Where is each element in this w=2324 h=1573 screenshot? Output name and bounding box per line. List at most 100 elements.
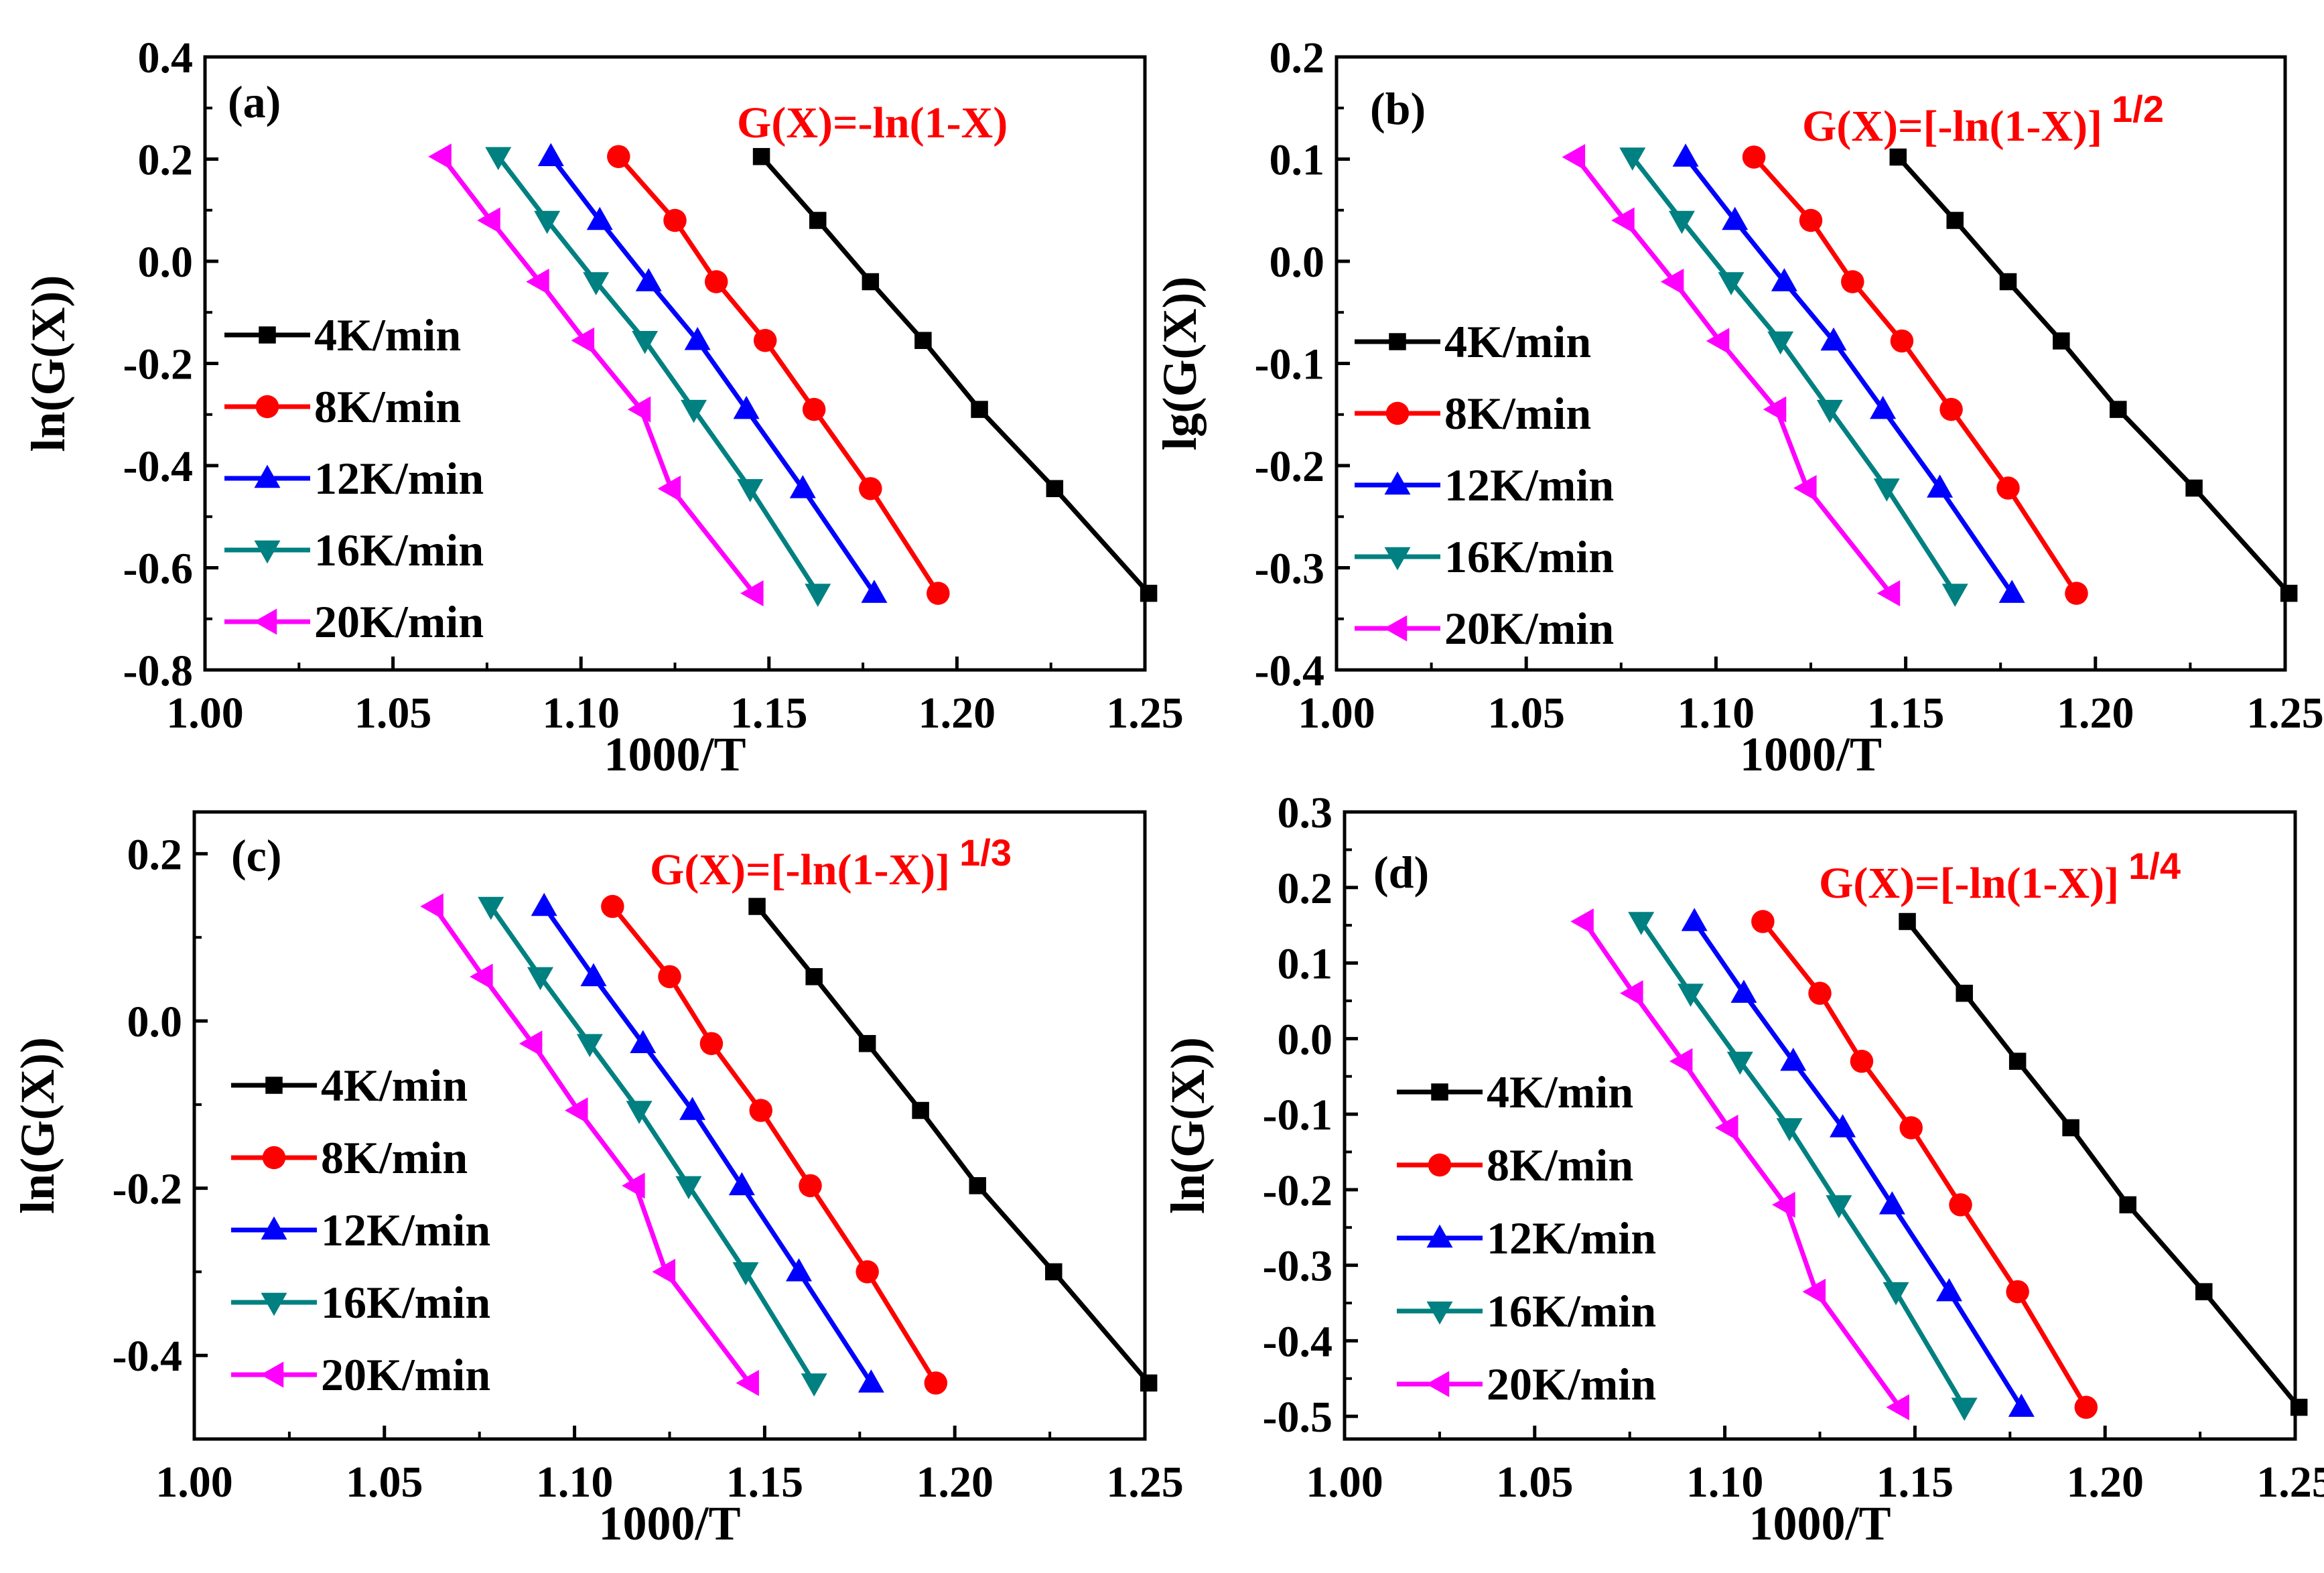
panel-b-legend-label: 16K/min [1444,531,1614,582]
panel-d-formula: G(X)=[-ln(1-X)] [1819,859,2119,908]
panel-a-data-point [859,477,882,500]
panel-b-data-point [1660,269,1684,295]
panel-d-data-point [1678,983,1704,1007]
panel-b-legend-item: 12K/min [1355,460,1614,510]
panel-d-data-point [2062,1119,2079,1137]
panel-c-data-point [858,1034,876,1052]
panel-b-data-point [1876,580,1901,607]
panel-a-legend-marker [253,608,277,635]
panel-a-data-point [789,475,816,498]
panel-b-y-tick-label: 0.0 [1270,238,1325,287]
panel-d-legend-label: 4K/min [1487,1067,1633,1117]
panel-a-legend-marker [259,326,276,344]
panel-c-legend-marker [261,1216,287,1240]
panel-d-data-point [1808,981,1832,1005]
panel-a-legend-label: 16K/min [314,525,484,575]
panel-a-data-point [862,273,880,291]
panel-a-data-point [534,210,561,234]
panel-a-data-point [485,147,512,170]
panel-a-y-tick-label: 0.4 [138,33,194,82]
panel-d-legend-marker [1431,1083,1448,1101]
panel-c-panel-label: (c) [231,830,281,881]
panel-d-x-tick-label: 1.20 [2066,1458,2144,1507]
panel-b-data-point [1718,272,1745,295]
panel-c-frame [192,810,1147,1441]
panel-d-data-point [1620,980,1643,1007]
panel-a-data-point [537,143,564,166]
panel-b-x-axis-label: 1000/T [1740,728,1882,781]
panel-a-legend-item: 8K/min [224,381,461,432]
panel-a-data-point [753,328,777,352]
panel-a-data-point [681,399,707,423]
panel-d-data-point [1772,1191,1795,1218]
panel-a-data-point [571,327,595,354]
panel-a-data-point [607,145,630,168]
panel-a-data-point [914,332,932,349]
panel-c-data-point [675,1176,702,1200]
panel-d-formula-exponent: 1/4 [2128,845,2181,887]
panel-b-data-point [1799,208,1823,232]
panel-a-legend-item: 16K/min [224,525,484,575]
panel-d-y-axis: -0.5 -0.4 -0.3 -0.2 -0.1 0.0 0.1 0.2 0.3 [1263,789,1358,1442]
panel-c-data-point [470,963,493,990]
panel-d-y-tick-label: -0.5 [1263,1393,1332,1442]
panel-b-legend-item: 16K/min [1355,531,1614,582]
panel-a-legend-label: 20K/min [314,596,484,647]
panel-a-y-tick-label: 0.2 [138,136,194,185]
panel-d-legend-marker [1426,1301,1453,1325]
panel-d-panel-label: (d) [1373,847,1429,898]
panel-a-series-12K/min [537,143,888,603]
panel-d-series-20K/min [1570,908,1909,1421]
panel-a-x-tick-label: 1.05 [354,689,432,738]
panel-d-data-point [1628,912,1655,935]
panel-a-legend-label: 8K/min [314,381,461,432]
panel-c-data-point [420,893,443,920]
panel-a-data-point [477,207,500,234]
panel-d-series-4K/min [1899,912,2308,1416]
panel-b-x-tick-label: 1.05 [1487,689,1565,738]
panel-c-legend-item: 12K/min [231,1205,490,1255]
panel-d-data-point [2006,1280,2029,1304]
panel-d-legend-marker [1428,1153,1452,1177]
panel-c-legend-label: 8K/min [321,1132,468,1183]
panel-b-y-tick-label: 0.2 [1270,33,1325,82]
panel-b-data-point [2110,401,2127,418]
panel-b-data-point [1611,207,1635,234]
panel-c-legend-item: 16K/min [231,1277,490,1328]
panel-c-x-tick-label: 1.20 [916,1458,994,1507]
panel-b-data-point [1742,145,1766,169]
panel-c-data-point [576,1034,603,1057]
panel-a-legend-item: 4K/min [224,310,461,360]
panel-d-y-tick-label: 0.1 [1278,940,1333,989]
panel-d-y-axis-label: ln(G(X)) [1161,1037,1215,1214]
panel-c-formula: G(X)=[-ln(1-X)] [650,845,950,894]
panel-b-y-tick-label: -0.2 [1255,442,1324,491]
panel-c-data-point [601,894,624,918]
panel-d-data-point [1776,1118,1803,1142]
panel-b-data-point [1706,328,1730,354]
panel-b-legend: 4K/min 8K/min 12K/min 16K/min 20K/min [1355,316,1614,654]
panel-d-data-point [1830,1114,1856,1138]
panel-c-data-point [580,963,607,987]
panel-d-x-tick-label: 1.25 [2256,1458,2324,1507]
panel-c-legend-label: 16K/min [321,1277,490,1328]
panel-a-data-point [663,208,687,232]
panel-c-x-axis-label: 1000/T [598,1497,740,1550]
panel-b-data-point [2065,582,2088,605]
panel-c-y-tick-label: -0.4 [113,1332,182,1381]
panel-c-legend-item: 8K/min [231,1132,468,1183]
panel-b-legend-item: 8K/min [1355,388,1591,439]
panel-a-data-point [733,395,760,419]
panel-b-data-point [1763,396,1787,423]
panel-a-data-point [1140,584,1158,602]
panel-d-data-point [2290,1398,2308,1416]
panel-d-y-tick-label: -0.2 [1263,1166,1332,1215]
panel-a-data-point [657,475,681,502]
panel-a-legend-item: 12K/min [224,453,484,504]
panel-b-data-point [1793,475,1817,502]
panel-a-data-point [971,401,988,418]
panel-c-legend-item: 4K/min [231,1060,468,1111]
panel-c-x-tick-label: 1.00 [155,1458,233,1507]
panel-d-data-point [2119,1196,2137,1214]
panel-c-y-tick-label: -0.2 [113,1165,182,1214]
